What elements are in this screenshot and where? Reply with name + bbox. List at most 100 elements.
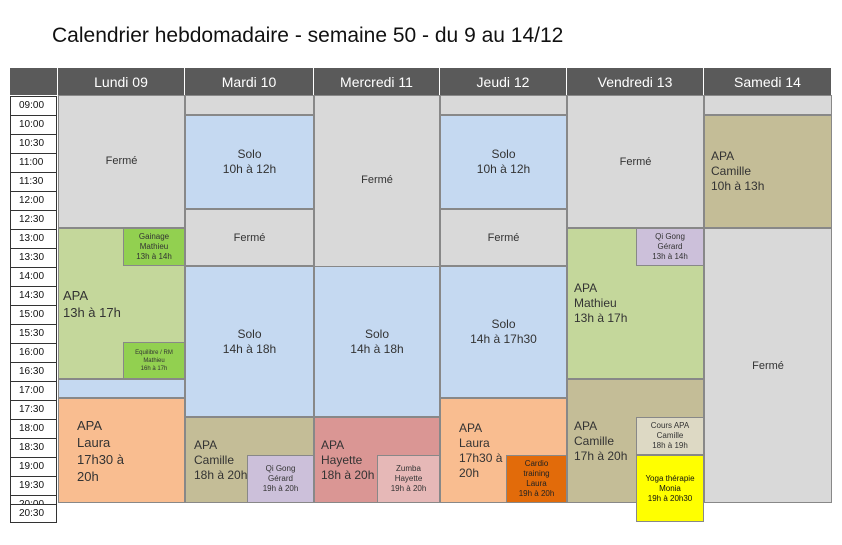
time-label: 09:00 xyxy=(10,96,57,115)
event-label: Gainage xyxy=(138,232,170,241)
friday-cours-apa[interactable]: Cours APA Camille 18h à 19h xyxy=(636,417,704,455)
event-time: 14h à 17h30 xyxy=(470,332,537,346)
event-label: APA xyxy=(459,420,483,435)
event-label: APA xyxy=(574,281,598,295)
event-label: APA xyxy=(77,417,103,433)
day-header-friday: Vendredi 13 xyxy=(567,68,704,95)
event-time: 10h à 13h xyxy=(711,179,765,193)
event-time: 17h30 à xyxy=(459,450,503,465)
event-label: Fermé xyxy=(361,174,393,186)
event-coach: Mathieu xyxy=(139,242,169,251)
time-label: 16:00 xyxy=(10,343,57,362)
wednesday-solo[interactable]: Solo 14h à 18h xyxy=(314,266,440,417)
event-label: Zumba xyxy=(396,464,421,473)
event-time: 14h à 18h xyxy=(222,341,277,356)
event-label: Fermé xyxy=(487,231,520,244)
time-label: 15:00 xyxy=(10,305,57,324)
tuesday-solo-afternoon[interactable]: Solo 14h à 18h xyxy=(185,266,314,417)
time-label: 18:00 xyxy=(10,419,57,438)
event-time: 18h à 19h xyxy=(652,441,688,450)
time-label: 18:30 xyxy=(10,438,57,457)
day-header-thursday: Jeudi 12 xyxy=(440,68,567,95)
event-coach: Mathieu xyxy=(574,296,617,310)
time-label: 12:30 xyxy=(10,210,57,229)
event-coach: Camille xyxy=(711,164,752,178)
time-label: 11:00 xyxy=(10,153,57,172)
event-label: APA xyxy=(711,149,735,163)
monday-apa-laura[interactable]: APA Laura 17h30 à 20h xyxy=(58,398,185,503)
event-label-2: training xyxy=(523,469,550,478)
event-coach: Monia xyxy=(659,483,681,493)
friday-apa-mathieu[interactable]: APA Mathieu 13h à 17h xyxy=(567,228,704,379)
friday-qigong[interactable]: Qi Gong Gérard 13h à 14h xyxy=(636,228,704,266)
event-label: Solo xyxy=(491,147,516,161)
monday-gap-slot xyxy=(58,379,185,398)
day-header-monday: Lundi 09 xyxy=(58,68,185,95)
thursday-top-slot xyxy=(440,95,567,115)
time-label: 11:30 xyxy=(10,172,57,191)
event-coach: Camille xyxy=(574,433,615,448)
event-label: Yoga thérapie xyxy=(645,473,695,483)
saturday-closed[interactable]: Fermé xyxy=(704,228,832,503)
time-label: 19:30 xyxy=(10,476,57,495)
time-label: 16:30 xyxy=(10,362,57,381)
event-label: Qi Gong xyxy=(655,232,685,241)
event-time: 13h à 17h xyxy=(574,311,628,325)
event-label: Solo xyxy=(364,326,390,341)
time-label: 14:30 xyxy=(10,286,57,305)
event-time: 18h à 20h xyxy=(194,467,248,482)
event-time: 13h à 14h xyxy=(136,252,172,261)
saturday-top-slot xyxy=(704,95,832,115)
day-header-tuesday: Mardi 10 xyxy=(185,68,314,95)
wednesday-zumba[interactable]: Zumba Hayette 19h à 20h xyxy=(377,455,440,503)
thursday-solo-afternoon[interactable]: Solo 14h à 17h30 xyxy=(440,266,567,398)
monday-equilibre[interactable]: Equilibre / RM Mathieu 16h à 17h xyxy=(123,342,185,379)
event-time-end: 20h xyxy=(459,465,480,480)
time-label: 15:30 xyxy=(10,324,57,343)
monday-closed[interactable]: Fermé xyxy=(58,95,185,228)
tuesday-top-slot xyxy=(185,95,314,115)
event-label: Equilibre / RM xyxy=(135,349,173,356)
event-time: 13h à 17h xyxy=(63,304,121,320)
event-label: Solo xyxy=(237,147,262,161)
event-time: 14h à 18h xyxy=(350,341,404,356)
time-label: 14:00 xyxy=(10,267,57,286)
event-time: 19h à 20h xyxy=(518,489,555,498)
event-label: Fermé xyxy=(752,359,784,372)
event-time: 19h à 20h30 xyxy=(647,493,693,503)
tuesday-closed[interactable]: Fermé xyxy=(185,209,314,266)
event-coach: Hayette xyxy=(394,474,423,483)
thursday-cardio[interactable]: Cardio training Laura 19h à 20h xyxy=(506,455,567,503)
event-coach: Gérard xyxy=(657,242,683,251)
thursday-solo-morning[interactable]: Solo 10h à 12h xyxy=(440,115,567,209)
event-label: Solo xyxy=(491,317,516,331)
event-coach: Mathieu xyxy=(143,357,165,364)
header-corner xyxy=(10,68,58,95)
event-time: 13h à 14h xyxy=(652,252,688,261)
event-label: APA xyxy=(321,437,345,452)
saturday-apa-camille[interactable]: APA Camille 10h à 13h xyxy=(704,115,832,228)
friday-closed[interactable]: Fermé xyxy=(567,95,704,228)
time-label: 17:00 xyxy=(10,381,57,400)
event-time: 17h à 20h xyxy=(574,448,628,463)
tuesday-qigong[interactable]: Qi Gong Gérard 19h à 20h xyxy=(247,455,314,503)
event-time: 19h à 20h xyxy=(390,484,427,493)
event-label: Fermé xyxy=(105,155,138,167)
event-time: 10h à 12h xyxy=(476,162,531,176)
event-label: APA xyxy=(194,437,218,452)
weekly-calendar: Lundi 09 Mardi 10 Mercredi 11 Jeudi 12 V… xyxy=(10,68,832,526)
event-coach: Camille xyxy=(656,431,684,440)
event-label: APA xyxy=(574,418,598,433)
event-time: 16h à 17h xyxy=(140,365,168,372)
tuesday-solo-morning[interactable]: Solo 10h à 12h xyxy=(185,115,314,209)
time-label: 10:00 xyxy=(10,115,57,134)
time-label: 13:00 xyxy=(10,229,57,248)
event-time: 19h à 20h xyxy=(262,484,299,493)
event-label: APA xyxy=(63,287,89,303)
event-coach: Gérard xyxy=(268,474,293,483)
thursday-closed[interactable]: Fermé xyxy=(440,209,567,266)
friday-yoga[interactable]: Yoga thérapie Monia 19h à 20h30 xyxy=(636,455,704,522)
event-label: Solo xyxy=(237,326,262,341)
event-coach: Laura xyxy=(459,435,490,450)
monday-gainage[interactable]: Gainage Mathieu 13h à 14h xyxy=(123,228,185,266)
